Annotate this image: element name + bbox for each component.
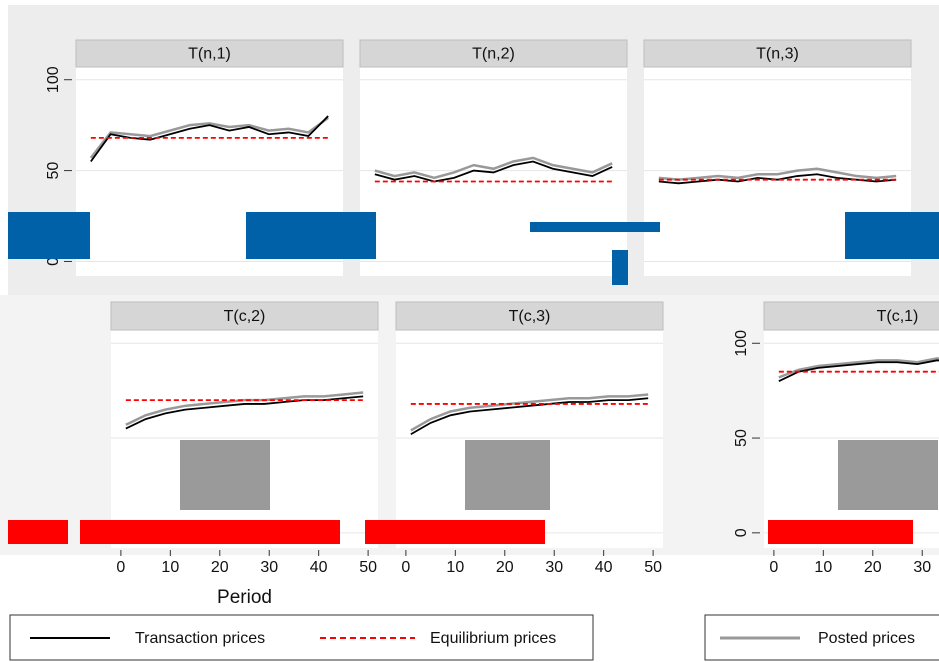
- artifact: [612, 250, 628, 285]
- artifact: [365, 520, 545, 544]
- x-tick-label: 10: [446, 559, 464, 576]
- x-tick-label: 30: [260, 559, 278, 576]
- plot-area: [396, 330, 663, 548]
- y-tick-label: 50: [733, 429, 750, 447]
- x-tick-label: 30: [545, 559, 563, 576]
- artifact: [838, 440, 938, 510]
- panel-title: T(c,3): [509, 308, 551, 325]
- x-tick-label: 50: [644, 559, 662, 576]
- chart: T(n,1)050100T(n,2)T(n,3)T(c,2)0102030405…: [0, 0, 939, 662]
- artifact: [8, 520, 68, 544]
- artifact: [845, 212, 939, 259]
- panel-title: T(c,2): [224, 308, 266, 325]
- artifact: [80, 520, 340, 544]
- artifact: [530, 222, 660, 232]
- x-tick-label: 20: [496, 559, 514, 576]
- panel-title: T(n,1): [188, 46, 231, 63]
- x-tick-label: 0: [769, 559, 778, 576]
- panel-title: T(n,2): [472, 46, 515, 63]
- x-tick-label: 40: [595, 559, 613, 576]
- panel-title: T(c,1): [877, 308, 919, 325]
- legend-label: Posted prices: [818, 630, 915, 647]
- x-tick-label: 50: [359, 559, 377, 576]
- legend-label: Transaction prices: [135, 630, 265, 647]
- x-tick-label: 20: [864, 559, 882, 576]
- page: T(n,1)050100T(n,2)T(n,3)T(c,2)0102030405…: [0, 0, 939, 662]
- artifact: [8, 212, 90, 259]
- x-tick-label: 0: [116, 559, 125, 576]
- plot-area: [111, 330, 378, 548]
- y-tick-label: 100: [45, 66, 62, 93]
- x-tick-label: 20: [211, 559, 229, 576]
- panel-title: T(n,3): [756, 46, 799, 63]
- y-tick-label: 50: [45, 162, 62, 180]
- artifact: [465, 440, 550, 510]
- x-axis-title: Period: [217, 587, 272, 608]
- legend: Transaction prices Equilibrium prices Po…: [10, 615, 939, 660]
- x-tick-label: 10: [814, 559, 832, 576]
- x-tick-label: 40: [310, 559, 328, 576]
- artifact: [180, 440, 270, 510]
- artifact: [246, 212, 376, 259]
- artifact: [768, 520, 913, 544]
- y-tick-label: 0: [733, 528, 750, 537]
- x-tick-label: 10: [161, 559, 179, 576]
- x-tick-label: 30: [913, 559, 931, 576]
- x-tick-label: 0: [401, 559, 410, 576]
- legend-label: Equilibrium prices: [430, 630, 556, 647]
- y-tick-label: 100: [733, 330, 750, 357]
